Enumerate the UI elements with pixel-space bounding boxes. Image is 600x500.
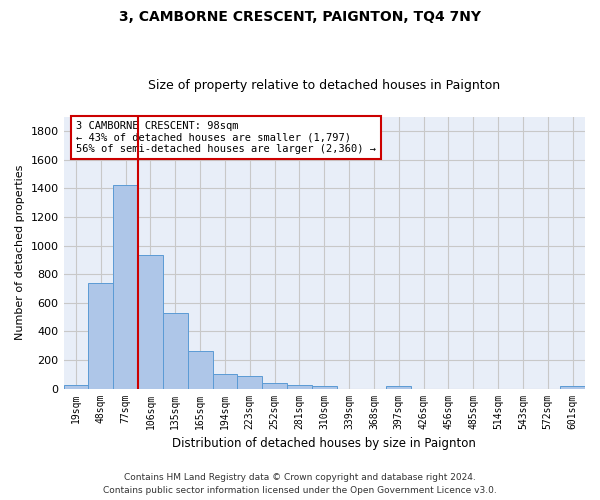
Bar [262,383,287,388]
Bar [163,312,188,388]
Bar [212,374,238,388]
Bar [312,386,337,388]
Bar [386,386,411,388]
Text: 3 CAMBORNE CRESCENT: 98sqm
← 43% of detached houses are smaller (1,797)
56% of s: 3 CAMBORNE CRESCENT: 98sqm ← 43% of deta… [76,121,376,154]
X-axis label: Distribution of detached houses by size in Paignton: Distribution of detached houses by size … [172,437,476,450]
Bar [188,350,212,389]
Text: Contains HM Land Registry data © Crown copyright and database right 2024.
Contai: Contains HM Land Registry data © Crown c… [103,474,497,495]
Title: Size of property relative to detached houses in Paignton: Size of property relative to detached ho… [148,79,500,92]
Y-axis label: Number of detached properties: Number of detached properties [15,165,25,340]
Text: 3, CAMBORNE CRESCENT, PAIGNTON, TQ4 7NY: 3, CAMBORNE CRESCENT, PAIGNTON, TQ4 7NY [119,10,481,24]
Bar [238,376,262,388]
Bar [113,186,138,388]
Bar [138,255,163,388]
Bar [560,386,585,388]
Bar [88,282,113,389]
Bar [287,384,312,388]
Bar [64,386,88,388]
